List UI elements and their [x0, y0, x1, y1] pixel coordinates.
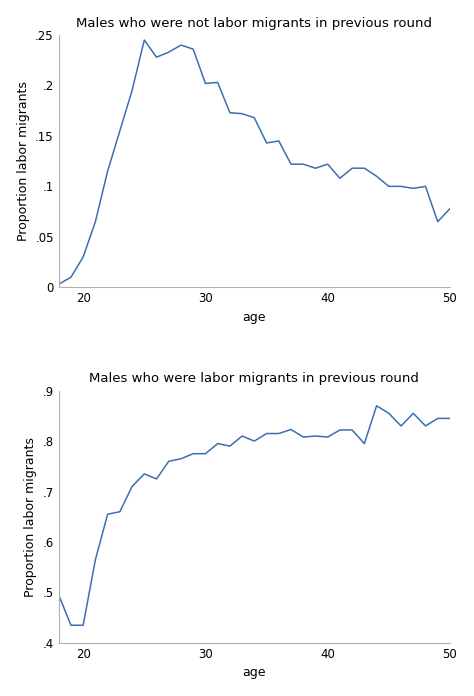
Title: Males who were labor migrants in previous round: Males who were labor migrants in previou… [90, 372, 419, 386]
X-axis label: age: age [243, 666, 266, 679]
Y-axis label: Proportion labor migrants: Proportion labor migrants [24, 437, 37, 596]
Title: Males who were not labor migrants in previous round: Males who were not labor migrants in pre… [76, 17, 432, 30]
X-axis label: age: age [243, 310, 266, 324]
Y-axis label: Proportion labor migrants: Proportion labor migrants [17, 81, 30, 241]
